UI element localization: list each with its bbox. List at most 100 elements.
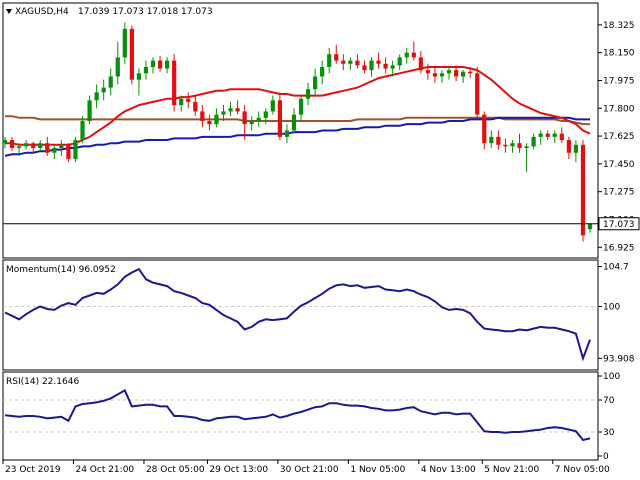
price-tick-label: 17.800 [603, 104, 635, 114]
candle-bear [580, 144, 586, 236]
candle-bull [270, 100, 275, 112]
candle-bear [207, 120, 212, 125]
candle-bear [186, 98, 191, 102]
last-price-flag [598, 217, 640, 231]
candle-bull [122, 28, 127, 58]
candle-bull [348, 60, 353, 64]
sma-mid-line [5, 115, 590, 126]
candle-bull [94, 92, 99, 101]
candle-bull [538, 133, 543, 137]
candle-bull [587, 223, 593, 230]
candle-bull [552, 133, 557, 137]
candle-bull [38, 143, 43, 148]
candle-bull [80, 120, 85, 141]
candle-bear [235, 108, 240, 112]
candle-bear [517, 143, 522, 148]
momentum-pane-frame [2, 259, 599, 371]
time-tick-label: 4 Nov 13:00 [421, 465, 476, 475]
candle-bull [369, 60, 374, 71]
rsi-label: RSI(14) 22.1646 [6, 377, 79, 387]
candle-bull [510, 143, 515, 147]
candle-bull [164, 60, 170, 69]
candle-bull [249, 120, 254, 125]
candle-bear [172, 60, 177, 106]
candle-bear [566, 140, 571, 153]
candle-bull [524, 146, 529, 148]
candle-bear [157, 60, 163, 69]
momentum-axis: 104.7 100 93.908 [598, 263, 635, 364]
candle-bull [136, 73, 142, 80]
candle-bull [320, 66, 325, 77]
candle-bear [129, 28, 134, 80]
candle-bear [355, 60, 360, 66]
price-tick-label: 17.275 [603, 188, 635, 198]
candle-bull [298, 98, 304, 115]
sma-fast-line [5, 66, 591, 146]
candle-bull [150, 60, 156, 67]
candle-bull [461, 71, 466, 77]
candle-bull [179, 98, 184, 106]
candle-bull [143, 66, 149, 74]
candle-bear [45, 143, 50, 153]
momentum-label: Momentum(14) 96.0952 [6, 265, 116, 275]
candle-bear [334, 54, 339, 61]
candle-bear [482, 114, 487, 144]
candle-bear [425, 70, 431, 74]
time-tick-label: 30 Oct 21:00 [280, 465, 339, 475]
candle-bear [193, 101, 198, 112]
candle-bull [2, 140, 8, 144]
candle-bull [73, 140, 78, 160]
time-axis: 23 Oct 2019 24 Oct 21:00 28 Oct 05:00 29 Oc… [2, 460, 610, 475]
candle-bear [362, 65, 367, 71]
time-tick-label: 29 Oct 13:00 [209, 465, 268, 475]
ohlc-header: 17.039 17.073 17.018 17.073 [78, 7, 213, 17]
rsi-axis: 100 70 30 0 [598, 372, 620, 462]
candle-bull [291, 114, 297, 131]
candle-bull [305, 89, 311, 99]
rsi-tick-label: 0 [603, 452, 609, 462]
time-tick-label: 5 Nov 21:00 [484, 465, 539, 475]
candle-bear [341, 60, 346, 64]
momentum-line [4, 267, 591, 362]
candle-bull [284, 130, 290, 137]
time-tick-label: 7 Nov 05:00 [555, 465, 610, 475]
candle-bull [263, 111, 268, 118]
time-tick-label: 24 Oct 21:00 [75, 465, 134, 475]
momentum-tick-label: 100 [603, 303, 620, 313]
rsi-tick-label: 100 [603, 372, 620, 382]
candle-bull [221, 111, 226, 115]
time-tick-label: 23 Oct 2019 [5, 465, 61, 475]
candle-bull [228, 108, 233, 112]
moving-averages [4, 66, 591, 157]
candle-bull [404, 52, 409, 58]
rsi-pane: 100 70 30 0 RSI(14) 22.1646 [2, 371, 620, 462]
candle-bear [496, 136, 501, 145]
price-tick-label: 18.325 [603, 21, 635, 31]
rsi-tick-label: 30 [603, 428, 615, 438]
candle-bear [66, 144, 71, 160]
collapse-triangle-icon[interactable] [6, 9, 12, 14]
candle-bull [108, 76, 113, 88]
candle-bull [313, 76, 318, 90]
price-pane-frame [2, 2, 599, 259]
candle-bull [87, 100, 92, 121]
candle-bull [573, 144, 579, 153]
time-tick-label: 28 Oct 05:00 [146, 465, 205, 475]
candle-bear [411, 52, 416, 58]
time-tick-label: 1 Nov 05:00 [350, 465, 405, 475]
candle-bear [475, 73, 480, 115]
candle-bear [503, 144, 508, 147]
momentum-tick-label: 104.7 [603, 263, 629, 273]
candle-bear [277, 100, 282, 137]
candle-bull [52, 147, 57, 153]
candle-bear [9, 140, 15, 148]
price-tick-label: 17.625 [603, 132, 635, 142]
candle-bull [24, 143, 29, 147]
candle-bear [31, 143, 36, 148]
rsi-pane-frame [2, 371, 599, 461]
candle-bull [327, 54, 332, 67]
candle-bull [101, 87, 106, 93]
candle-bull [439, 73, 445, 77]
